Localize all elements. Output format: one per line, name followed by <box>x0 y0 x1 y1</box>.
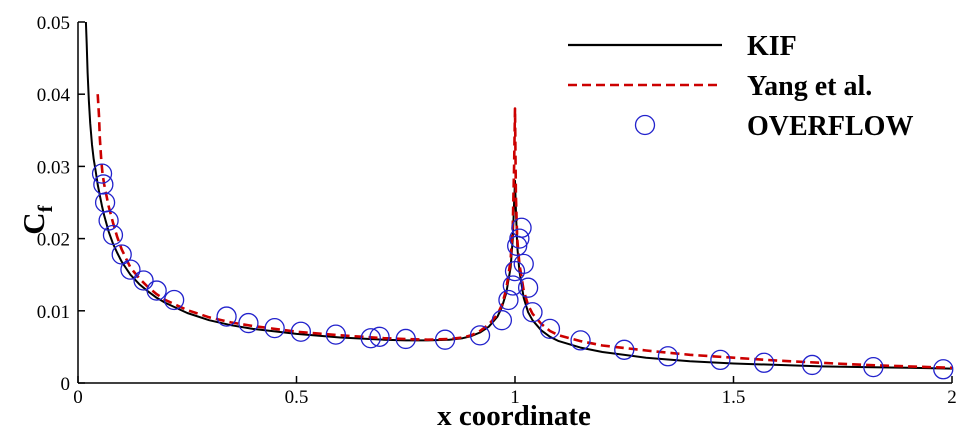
y-tick-label-5: 0.05 <box>37 13 70 34</box>
series-overflow-point-6 <box>120 259 141 280</box>
series-overflow-point-2 <box>94 192 116 213</box>
x-tick-label-2: 1 <box>510 387 520 408</box>
series-overflow-point-21 <box>498 289 519 311</box>
y-axis-title-sub: f <box>33 204 57 212</box>
y-axis-title: Cf <box>16 204 57 234</box>
y-tick-label-0: 0 <box>61 374 71 395</box>
y-tick-label-3: 0.03 <box>37 157 70 178</box>
series-overflow-point-14 <box>325 324 346 345</box>
series-overflow-point-16 <box>369 326 390 347</box>
series-overflow-point-1 <box>93 174 114 195</box>
series-overflow-point-5 <box>111 244 132 265</box>
x-tick-label-0: 0 <box>73 387 83 408</box>
series-overflow-point-38 <box>933 359 954 380</box>
series-overflow-point-19 <box>469 325 491 346</box>
series-overflow-point-18 <box>434 329 456 350</box>
x-axis-title: x coordinate <box>437 400 591 432</box>
series-overflow-point-9 <box>163 289 185 311</box>
series-overflow-point-36 <box>802 354 823 376</box>
y-tick-label-4: 0.04 <box>37 85 71 106</box>
series-overflow-point-12 <box>264 317 285 339</box>
series-overflow-point-20 <box>491 310 513 331</box>
svg-text:Cf: Cf <box>16 204 57 234</box>
x-tick-label-1: 0.5 <box>285 387 309 408</box>
legend-yang-et-al-label: Yang et al. <box>747 71 872 102</box>
series-overflow-point-8 <box>146 280 167 301</box>
series-overflow-point-28 <box>517 277 539 298</box>
series-overflow-point-27 <box>513 253 534 275</box>
series-overflow-point-3 <box>98 210 119 231</box>
series-overflow-point-0 <box>91 163 113 184</box>
series-overflow-point-10 <box>216 306 237 327</box>
series-overflow-point-4 <box>102 224 124 246</box>
x-tick-label-4: 2 <box>947 387 957 408</box>
ticks-group: 0 0.5 1 1.5 2 0 0.01 0.02 0.03 0.04 0.05 <box>37 13 957 408</box>
series-overflow-point-29 <box>522 302 543 323</box>
series-overflow-point-34 <box>710 349 731 371</box>
y-tick-label-2: 0.02 <box>37 230 70 251</box>
series-overflow-point-13 <box>290 321 312 342</box>
series-overflow-point-25 <box>509 228 530 249</box>
series-kif-line <box>84 21 953 370</box>
series-overflow <box>91 163 954 380</box>
series-overflow-point-26 <box>511 217 532 238</box>
x-tick-label-3: 1.5 <box>722 387 746 408</box>
series-overflow-point-33 <box>657 346 679 367</box>
legend-overflow-swatch <box>634 114 656 136</box>
y-tick-label-1: 0.01 <box>37 302 70 323</box>
plot-series-group <box>84 21 954 380</box>
series-yang-et-al-line <box>96 94 953 370</box>
series-overflow-point-11 <box>238 312 259 334</box>
legend-overflow-label: OVERFLOW <box>747 111 913 142</box>
series-overflow-point-31 <box>570 330 591 351</box>
legend: KIF Yang et al. OVERFLOW <box>568 31 913 142</box>
series-overflow-point-15 <box>360 328 381 349</box>
series-overflow-point-7 <box>133 270 154 291</box>
series-overflow-point-30 <box>539 318 561 340</box>
series-overflow-point-22 <box>502 275 523 296</box>
series-overflow-point-17 <box>395 328 416 350</box>
y-axis-title-main: C <box>16 212 51 234</box>
legend-kif-label: KIF <box>747 31 797 62</box>
series-overflow-point-35 <box>753 352 775 373</box>
series-overflow-point-32 <box>614 339 635 360</box>
series-overflow-point-37 <box>863 356 884 378</box>
